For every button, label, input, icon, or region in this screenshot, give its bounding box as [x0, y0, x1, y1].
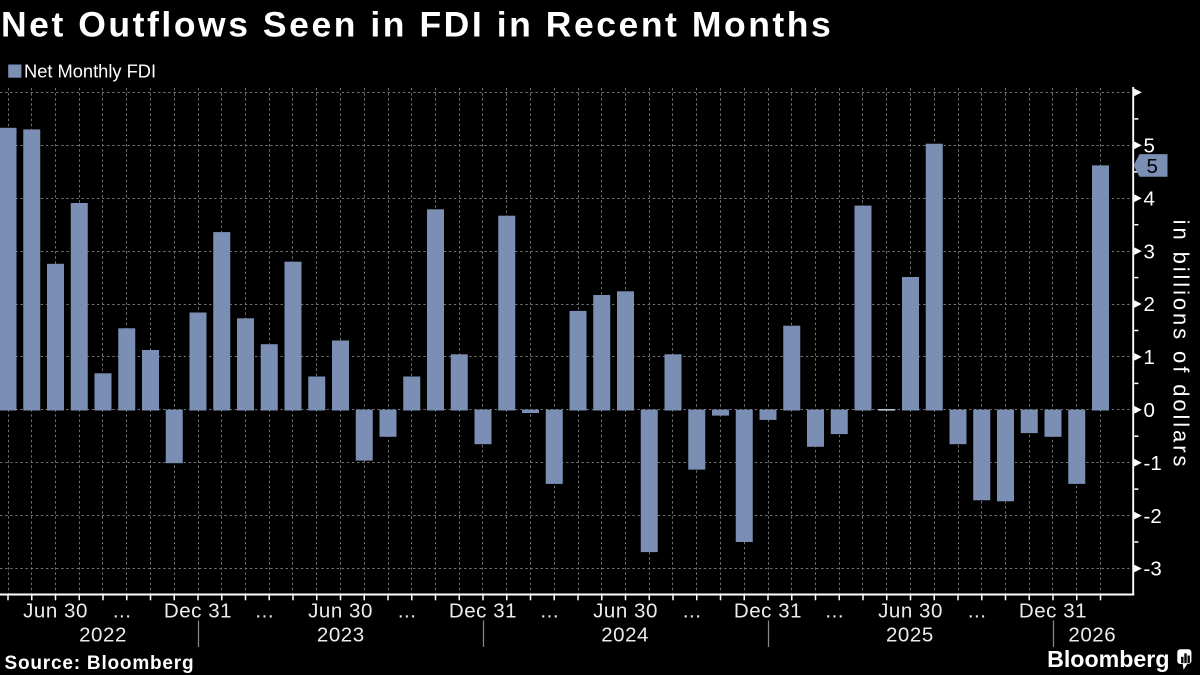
svg-text:Dec 31: Dec 31 — [449, 600, 517, 623]
svg-text:...: ... — [540, 600, 559, 623]
svg-text:-1: -1 — [1144, 452, 1162, 475]
svg-text:5: 5 — [1147, 155, 1158, 178]
svg-text:Net Monthly FDI: Net Monthly FDI — [24, 60, 156, 81]
svg-text:1: 1 — [1144, 346, 1155, 369]
svg-text:-2: -2 — [1144, 505, 1162, 528]
svg-text:...: ... — [825, 600, 844, 623]
svg-text:0: 0 — [1144, 399, 1155, 422]
svg-text:Jun 30: Jun 30 — [23, 600, 88, 623]
svg-text:Bloomberg: Bloomberg — [1047, 646, 1169, 672]
svg-text:Dec 31: Dec 31 — [1019, 600, 1087, 623]
svg-text:-3: -3 — [1144, 558, 1162, 581]
svg-text:2022: 2022 — [79, 624, 127, 647]
svg-text:2026: 2026 — [1068, 624, 1116, 647]
svg-text:...: ... — [683, 600, 702, 623]
svg-text:...: ... — [968, 600, 987, 623]
svg-text:Dec 31: Dec 31 — [734, 600, 802, 623]
svg-text:...: ... — [255, 600, 274, 623]
svg-text:4: 4 — [1144, 187, 1155, 210]
svg-text:...: ... — [113, 600, 132, 623]
svg-text:2024: 2024 — [601, 624, 649, 647]
svg-text:2025: 2025 — [886, 624, 934, 647]
svg-text:2: 2 — [1144, 293, 1155, 316]
svg-text:Jun 30: Jun 30 — [593, 600, 658, 623]
svg-text:Dec 31: Dec 31 — [164, 600, 232, 623]
svg-text:Jun 30: Jun 30 — [878, 600, 943, 623]
svg-text:Net Outflows Seen in FDI in Re: Net Outflows Seen in FDI in Recent Month… — [1, 5, 833, 45]
svg-text:in billions of dollars: in billions of dollars — [1169, 220, 1194, 470]
svg-text:2023: 2023 — [317, 624, 365, 647]
svg-text:3: 3 — [1144, 240, 1155, 263]
svg-text:...: ... — [398, 600, 417, 623]
svg-text:Source: Bloomberg: Source: Bloomberg — [5, 653, 195, 674]
svg-text:Jun 30: Jun 30 — [308, 600, 373, 623]
svg-text:5: 5 — [1144, 135, 1155, 158]
